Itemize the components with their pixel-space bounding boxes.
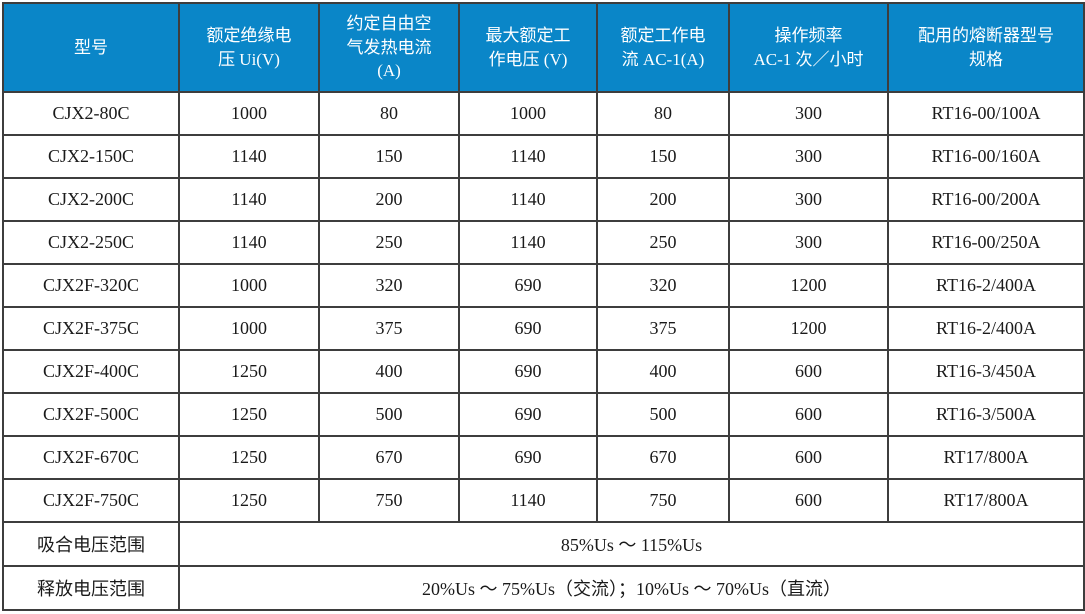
cell-insulation-voltage: 1140 <box>178 220 320 265</box>
cell-fuse-spec: RT17/800A <box>887 435 1085 480</box>
cell-insulation-voltage: 1250 <box>178 435 320 480</box>
cell-insulation-voltage: 1250 <box>178 392 320 437</box>
cell-max-working-voltage: 1140 <box>458 134 598 179</box>
cell-model: CJX2-200C <box>2 177 180 222</box>
cell-thermal-current: 150 <box>318 134 460 179</box>
cell-max-working-voltage: 1140 <box>458 177 598 222</box>
cell-working-current: 150 <box>596 134 730 179</box>
row-label-release-voltage-range: 释放电压范围 <box>2 565 180 611</box>
cell-working-current: 320 <box>596 263 730 308</box>
cell-fuse-spec: RT16-3/500A <box>887 392 1085 437</box>
cell-fuse-spec: RT16-2/400A <box>887 263 1085 308</box>
cell-insulation-voltage: 1140 <box>178 177 320 222</box>
cell-working-current: 375 <box>596 306 730 351</box>
col-header-conventional-thermal-current: 约定自由空 气发热电流 (A) <box>318 2 460 93</box>
cell-model: CJX2F-400C <box>2 349 180 394</box>
cell-operating-frequency: 600 <box>728 392 889 437</box>
cell-thermal-current: 80 <box>318 91 460 136</box>
cell-max-working-voltage: 690 <box>458 435 598 480</box>
cell-model: CJX2-250C <box>2 220 180 265</box>
cell-insulation-voltage: 1000 <box>178 306 320 351</box>
table-row: CJX2-80C 1000 80 1000 80 300 RT16-00/100… <box>2 91 1085 136</box>
cell-operating-frequency: 600 <box>728 478 889 523</box>
cell-operating-frequency: 1200 <box>728 263 889 308</box>
cell-max-working-voltage: 690 <box>458 349 598 394</box>
pickup-voltage-range-value: 85%Us ～ 115%Us <box>178 521 1085 567</box>
cell-fuse-spec: RT16-00/160A <box>887 134 1085 179</box>
table-row: CJX2F-750C 1250 750 1140 750 600 RT17/80… <box>2 478 1085 523</box>
cell-thermal-current: 750 <box>318 478 460 523</box>
cell-model: CJX2F-670C <box>2 435 180 480</box>
cell-thermal-current: 250 <box>318 220 460 265</box>
col-header-rated-insulation-voltage: 额定绝缘电 压 Ui(V) <box>178 2 320 93</box>
table-row: CJX2-200C 1140 200 1140 200 300 RT16-00/… <box>2 177 1085 222</box>
cell-working-current: 250 <box>596 220 730 265</box>
cell-working-current: 670 <box>596 435 730 480</box>
cell-insulation-voltage: 1000 <box>178 263 320 308</box>
cell-operating-frequency: 300 <box>728 220 889 265</box>
cell-fuse-spec: RT16-00/200A <box>887 177 1085 222</box>
cell-fuse-spec: RT16-00/250A <box>887 220 1085 265</box>
col-header-model: 型号 <box>2 2 180 93</box>
cell-thermal-current: 375 <box>318 306 460 351</box>
table-row: CJX2F-670C 1250 670 690 670 600 RT17/800… <box>2 435 1085 480</box>
cell-thermal-current: 320 <box>318 263 460 308</box>
release-voltage-range-value: 20%Us ～ 75%Us（交流）；10%Us ～ 70%Us（直流） <box>178 565 1085 611</box>
table-row: CJX2F-400C 1250 400 690 400 600 RT16-3/4… <box>2 349 1085 394</box>
cell-model: CJX2-150C <box>2 134 180 179</box>
cell-working-current: 200 <box>596 177 730 222</box>
cell-model: CJX2F-375C <box>2 306 180 351</box>
cell-fuse-spec: RT16-2/400A <box>887 306 1085 351</box>
cell-model: CJX2F-750C <box>2 478 180 523</box>
cell-operating-frequency: 300 <box>728 134 889 179</box>
table-row: CJX2-150C 1140 150 1140 150 300 RT16-00/… <box>2 134 1085 179</box>
cell-working-current: 80 <box>596 91 730 136</box>
cell-model: CJX2F-500C <box>2 392 180 437</box>
cell-operating-frequency: 300 <box>728 91 889 136</box>
col-header-operating-frequency: 操作频率 AC-1 次／小时 <box>728 2 889 93</box>
cell-operating-frequency: 600 <box>728 435 889 480</box>
cell-model: CJX2F-320C <box>2 263 180 308</box>
cell-fuse-spec: RT16-00/100A <box>887 91 1085 136</box>
col-header-fuse-spec: 配用的熔断器型号 规格 <box>887 2 1085 93</box>
cell-max-working-voltage: 690 <box>458 392 598 437</box>
cell-fuse-spec: RT16-3/450A <box>887 349 1085 394</box>
header-row: 型号 额定绝缘电 压 Ui(V) 约定自由空 气发热电流 (A) 最大额定工 作… <box>2 2 1085 93</box>
cell-operating-frequency: 1200 <box>728 306 889 351</box>
row-label-pickup-voltage-range: 吸合电压范围 <box>2 521 180 567</box>
table-row: CJX2F-320C 1000 320 690 320 1200 RT16-2/… <box>2 263 1085 308</box>
cell-fuse-spec: RT17/800A <box>887 478 1085 523</box>
cell-max-working-voltage: 690 <box>458 263 598 308</box>
cell-operating-frequency: 300 <box>728 177 889 222</box>
table-row: CJX2F-500C 1250 500 690 500 600 RT16-3/5… <box>2 392 1085 437</box>
cell-thermal-current: 200 <box>318 177 460 222</box>
cell-model: CJX2-80C <box>2 91 180 136</box>
cell-operating-frequency: 600 <box>728 349 889 394</box>
cell-thermal-current: 400 <box>318 349 460 394</box>
release-voltage-range-row: 释放电压范围 20%Us ～ 75%Us（交流）；10%Us ～ 70%Us（直… <box>2 565 1085 611</box>
cell-insulation-voltage: 1140 <box>178 134 320 179</box>
table-row: CJX2-250C 1140 250 1140 250 300 RT16-00/… <box>2 220 1085 265</box>
cell-insulation-voltage: 1000 <box>178 91 320 136</box>
cell-working-current: 500 <box>596 392 730 437</box>
cell-max-working-voltage: 1000 <box>458 91 598 136</box>
cell-thermal-current: 500 <box>318 392 460 437</box>
cell-max-working-voltage: 690 <box>458 306 598 351</box>
table-row: CJX2F-375C 1000 375 690 375 1200 RT16-2/… <box>2 306 1085 351</box>
cell-max-working-voltage: 1140 <box>458 220 598 265</box>
cell-thermal-current: 670 <box>318 435 460 480</box>
pickup-voltage-range-row: 吸合电压范围 85%Us ～ 115%Us <box>2 521 1085 567</box>
cell-working-current: 750 <box>596 478 730 523</box>
cell-working-current: 400 <box>596 349 730 394</box>
cell-insulation-voltage: 1250 <box>178 349 320 394</box>
col-header-rated-working-current: 额定工作电 流 AC-1(A) <box>596 2 730 93</box>
col-header-max-working-voltage: 最大额定工 作电压 (V) <box>458 2 598 93</box>
cell-max-working-voltage: 1140 <box>458 478 598 523</box>
cell-insulation-voltage: 1250 <box>178 478 320 523</box>
